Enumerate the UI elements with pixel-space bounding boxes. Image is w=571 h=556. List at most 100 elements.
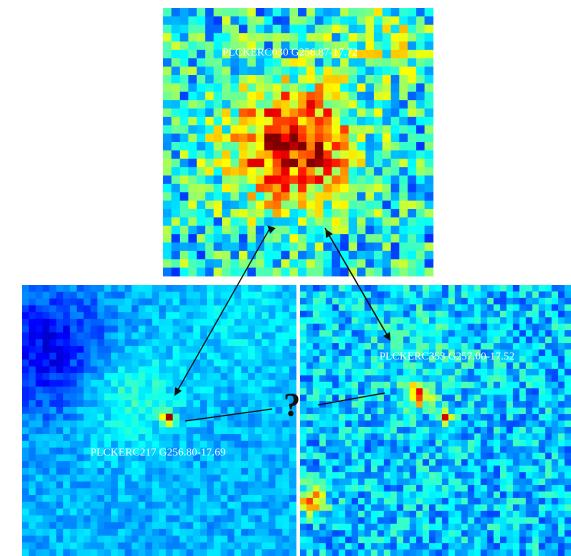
map-pixel xyxy=(234,549,241,556)
map-pixel xyxy=(118,380,125,387)
map-pixel xyxy=(290,176,299,185)
map-pixel xyxy=(256,117,265,126)
map-pixel xyxy=(159,380,166,387)
map-pixel xyxy=(374,92,383,101)
map-pixel xyxy=(429,291,436,298)
map-pixel xyxy=(326,517,333,524)
map-pixel xyxy=(205,176,214,185)
map-pixel xyxy=(22,292,29,299)
map-pixel xyxy=(247,167,256,176)
map-pixel xyxy=(366,100,375,109)
map-pixel xyxy=(382,251,391,260)
map-pixel xyxy=(247,234,256,243)
map-pixel xyxy=(319,472,326,479)
map-pixel xyxy=(49,400,56,407)
map-pixel xyxy=(197,92,206,101)
map-pixel xyxy=(171,226,180,235)
map-pixel xyxy=(552,362,559,369)
map-pixel xyxy=(248,529,255,536)
map-pixel xyxy=(345,446,352,453)
map-pixel xyxy=(377,530,384,537)
map-pixel xyxy=(104,312,111,319)
map-pixel xyxy=(442,446,449,453)
map-pixel xyxy=(565,317,571,324)
map-pixel xyxy=(214,468,221,475)
map-pixel xyxy=(273,117,282,126)
map-pixel xyxy=(29,448,36,455)
map-pixel xyxy=(56,468,63,475)
map-pixel xyxy=(91,360,98,367)
map-pixel xyxy=(306,150,315,159)
map-pixel xyxy=(306,184,315,193)
map-pixel xyxy=(326,304,333,311)
map-pixel xyxy=(323,83,332,92)
map-pixel xyxy=(365,479,372,486)
map-pixel xyxy=(519,395,526,402)
map-pixel xyxy=(36,400,43,407)
map-pixel xyxy=(494,324,501,331)
map-pixel xyxy=(180,8,189,17)
map-pixel xyxy=(145,366,152,373)
map-pixel xyxy=(290,234,299,243)
map-pixel xyxy=(197,75,206,84)
map-pixel xyxy=(43,421,50,428)
map-pixel xyxy=(468,466,475,473)
map-pixel xyxy=(91,299,98,306)
map-pixel xyxy=(205,58,214,67)
map-pixel xyxy=(36,332,43,339)
map-pixel xyxy=(494,530,501,537)
map-pixel xyxy=(366,58,375,67)
map-pixel xyxy=(241,353,248,360)
map-pixel xyxy=(298,83,307,92)
map-pixel xyxy=(186,326,193,333)
map-pixel xyxy=(241,400,248,407)
map-pixel xyxy=(382,8,391,17)
map-pixel xyxy=(111,427,118,434)
map-pixel xyxy=(332,125,341,134)
map-pixel xyxy=(384,459,391,466)
map-pixel xyxy=(104,387,111,394)
map-pixel xyxy=(205,268,214,277)
map-pixel xyxy=(166,461,173,468)
map-pixel xyxy=(200,515,207,522)
map-pixel xyxy=(423,446,430,453)
map-pixel xyxy=(326,504,333,511)
map-pixel xyxy=(340,159,349,168)
map-pixel xyxy=(214,100,223,109)
map-pixel xyxy=(214,515,221,522)
map-pixel xyxy=(188,25,197,34)
map-pixel xyxy=(442,550,449,556)
map-pixel xyxy=(358,324,365,331)
map-pixel xyxy=(365,459,372,466)
map-pixel xyxy=(352,511,359,518)
map-pixel xyxy=(408,259,417,268)
map-pixel xyxy=(241,448,248,455)
map-pixel xyxy=(410,530,417,537)
map-pixel xyxy=(207,434,214,441)
map-pixel xyxy=(436,337,443,344)
map-pixel xyxy=(403,291,410,298)
map-pixel xyxy=(43,441,50,448)
map-pixel xyxy=(180,427,187,434)
map-pixel xyxy=(197,159,206,168)
map-pixel xyxy=(352,350,359,357)
map-pixel xyxy=(29,319,36,326)
map-pixel xyxy=(500,446,507,453)
map-pixel xyxy=(506,537,513,544)
map-pixel xyxy=(49,360,56,367)
map-pixel xyxy=(425,33,434,42)
map-pixel xyxy=(262,481,269,488)
map-pixel xyxy=(180,109,189,118)
map-pixel xyxy=(539,498,546,505)
map-pixel xyxy=(255,448,262,455)
map-pixel xyxy=(513,530,520,537)
map-pixel xyxy=(558,440,565,447)
map-pixel xyxy=(77,373,84,380)
map-pixel xyxy=(247,33,256,42)
map-pixel xyxy=(326,356,333,363)
map-pixel xyxy=(166,339,173,346)
map-pixel xyxy=(221,529,228,536)
map-pixel xyxy=(423,511,430,518)
map-pixel xyxy=(269,475,276,482)
map-pixel xyxy=(152,522,159,529)
